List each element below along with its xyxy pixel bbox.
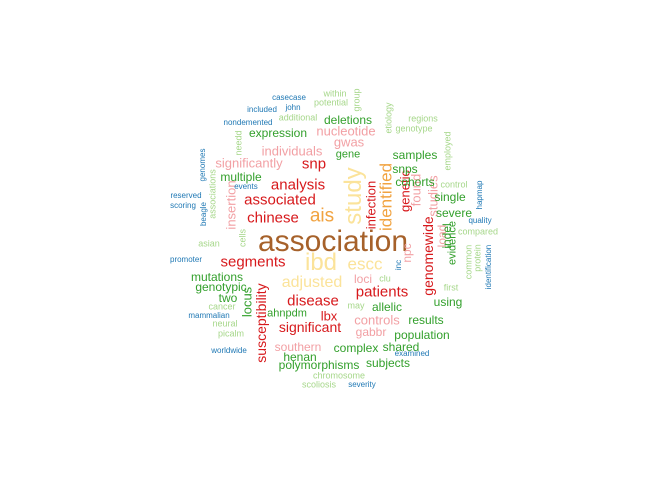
word-nondemented: nondemented [223, 118, 273, 127]
word-casecase: casecase [272, 93, 306, 102]
word-hapmap: hapmap [475, 180, 484, 210]
word-etiology: etiology [383, 102, 394, 134]
word-associated: associated [244, 191, 316, 209]
word-severe: severe [435, 206, 473, 220]
word-beagle: beagle [199, 201, 208, 227]
word-adjusted: adjusted [281, 274, 343, 291]
word-first: first [443, 282, 459, 293]
word-clu: clu [379, 273, 391, 284]
word-employed: employed [442, 131, 453, 171]
word-promoter: promoter [169, 255, 203, 264]
word-within: within [323, 88, 347, 99]
word-mammalian: mammalian [188, 311, 230, 320]
word-analysis: analysis [270, 176, 326, 194]
word-mutations: mutations [190, 270, 244, 284]
word-loci: loci [353, 272, 373, 286]
word-nucleotide: nucleotide [316, 123, 376, 139]
word-significant: significant [278, 319, 342, 335]
word-neural: neural [212, 318, 238, 329]
word-using: using [433, 295, 463, 309]
word-henan: henan [283, 350, 317, 364]
word-genotypic: genotypic [195, 280, 247, 294]
word-complex: complex [333, 341, 379, 355]
word-scoliosis: scoliosis [301, 379, 337, 390]
word-group: group [351, 88, 362, 112]
word-infection: infection [363, 180, 379, 230]
word-genomewide: genomewide [420, 216, 436, 296]
word-single: single [434, 190, 466, 204]
word-protein: protein [472, 244, 483, 272]
word-gene: gene [335, 148, 361, 161]
word-chinese: chinese [247, 209, 299, 227]
word-picalm: picalm [217, 328, 245, 339]
word-lbx: lbx [320, 308, 338, 324]
word-events: events [234, 182, 258, 191]
word-severity: severity [348, 380, 376, 389]
word-shared: shared [382, 340, 420, 354]
word-population: population [394, 328, 450, 342]
word-asian: asian [198, 238, 220, 249]
word-results: results [408, 313, 444, 327]
word-cancer: cancer [208, 301, 236, 312]
word-gabbr: gabbr [355, 325, 387, 339]
word-study: study [340, 167, 367, 225]
word-allelic: allelic [371, 300, 403, 314]
word-controls: controls [354, 312, 400, 328]
word-associations: associations [207, 169, 218, 219]
word-ais: ais [309, 205, 335, 227]
word-gwas: gwas [333, 134, 365, 150]
word-southern: southern [274, 340, 322, 354]
word-cells: cells [237, 228, 248, 248]
word-genotype: genotype [395, 123, 433, 134]
word-cohorts: cohorts [395, 175, 435, 189]
word-susceptibility: susceptibility [253, 283, 269, 363]
word-ibd: ibd [304, 249, 338, 276]
word-two: two [218, 291, 238, 305]
word-additional: additional [278, 112, 318, 123]
word-reserved: reserved [170, 191, 202, 200]
word-potential: potential [313, 97, 349, 108]
word-examined: examined [394, 349, 430, 358]
word-significantly: significantly [215, 155, 283, 171]
word-needd: needd [233, 130, 244, 156]
word-regions: regions [408, 113, 438, 124]
word-association: association [257, 225, 409, 258]
word-control: control [440, 179, 468, 190]
word-worldwide: worldwide [211, 346, 247, 355]
word-john: john [285, 103, 301, 112]
word-identification: identification [484, 244, 493, 290]
word-inc: inc [394, 259, 403, 271]
word-escc: escc [347, 254, 383, 274]
word-multiple: multiple [220, 170, 262, 184]
word-polymorphisms: polymorphisms [278, 358, 360, 372]
word-scoring: scoring [170, 201, 196, 210]
word-patients: patients [355, 283, 409, 301]
word-quality: quality [468, 216, 492, 225]
word-snps: snps [392, 162, 418, 176]
word-genomes: genomes [198, 148, 207, 182]
word-ahnpdm: ahnpdm [267, 307, 307, 320]
word-samples: samples [392, 148, 438, 162]
word-evidence: evidence [446, 220, 459, 266]
word-chromosome: chromosome [312, 370, 366, 381]
word-deletions: deletions [323, 113, 373, 127]
word-expression: expression [248, 126, 308, 140]
word-individuals: individuals [261, 143, 323, 159]
word-disease: disease [287, 292, 339, 310]
word-snp: snp [301, 155, 327, 173]
word-segments: segments [220, 253, 286, 271]
word-may: may [347, 300, 365, 311]
word-subjects: subjects [365, 356, 411, 370]
word-included: included [247, 105, 277, 114]
word-compared: compared [457, 226, 499, 237]
